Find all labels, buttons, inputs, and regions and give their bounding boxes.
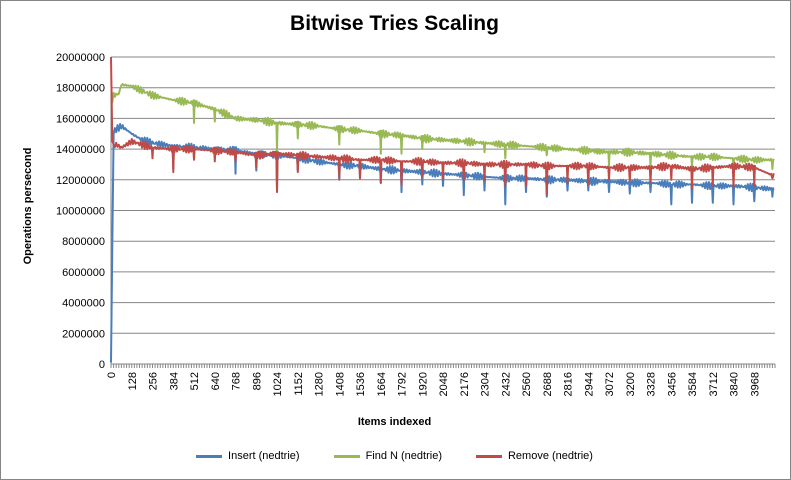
x-tick-label: 2560 (521, 372, 533, 396)
axes (110, 57, 776, 368)
x-tick-label: 896 (251, 372, 263, 390)
series-line (110, 83, 775, 171)
x-tick-label: 768 (231, 372, 243, 390)
y-tick-labels: 0 2000000 4000000 6000000 8000000 10000000 120… (56, 52, 105, 371)
y-tick-label: 2000000 (62, 328, 105, 340)
x-tick-label: 640 (210, 372, 222, 390)
y-tick-label: 16000000 (56, 113, 105, 125)
y-tick-label: 8000000 (62, 236, 105, 248)
legend: Insert (nedtrie) Find N (nedtrie) Remove… (0, 450, 789, 462)
x-tick-label: 2176 (459, 372, 471, 396)
x-tick-label: 2688 (542, 372, 554, 396)
y-tick-label: 12000000 (56, 175, 105, 187)
x-tick-label: 3072 (604, 372, 616, 396)
chart-title: Bitwise Tries Scaling (290, 12, 499, 35)
x-tick-label: 1664 (376, 372, 388, 396)
x-tick-label: 3328 (646, 372, 658, 396)
x-tick-label: 1792 (397, 372, 409, 396)
y-tick-label: 6000000 (62, 267, 105, 279)
x-tick-label: 128 (127, 372, 139, 390)
x-tick-label: 2048 (438, 372, 450, 396)
gridlines (111, 56, 775, 365)
series-line (110, 56, 775, 197)
legend-item-insert: Insert (nedtrie) (196, 450, 300, 462)
x-tick-label: 1152 (293, 372, 305, 396)
y-tick-label: 20000000 (56, 52, 105, 64)
x-tick-labels: 0 128 256 384 512 640 768 896 1024 1152 1280 1408 15… (106, 372, 761, 396)
x-axis-label: Items indexed (357, 416, 432, 428)
x-tick-label: 3200 (625, 372, 637, 396)
x-tick-label: 3456 (666, 372, 678, 396)
x-tick-label: 2432 (500, 372, 512, 396)
legend-swatch-find (333, 454, 360, 458)
x-tick-label: 0 (106, 372, 118, 378)
x-tick-label: 1024 (272, 372, 284, 396)
legend-label-insert: Insert (nedtrie) (228, 450, 300, 462)
x-tick-label: 512 (189, 372, 201, 390)
x-tick-label: 1920 (417, 372, 429, 396)
legend-swatch-insert (196, 454, 223, 458)
x-tick-label: 3840 (729, 372, 741, 396)
y-tick-label: 14000000 (56, 144, 105, 156)
x-tick-label: 3968 (749, 372, 761, 396)
x-tick-label: 256 (148, 372, 160, 390)
legend-label-remove: Remove (nedtrie) (507, 450, 593, 462)
x-tick-label: 1280 (314, 372, 326, 396)
legend-item-find: Find N (nedtrie) (333, 450, 442, 462)
y-tick-label: 0 (99, 359, 105, 371)
x-tick-label: 2944 (583, 372, 595, 396)
x-tick-label: 2816 (563, 372, 575, 396)
x-tick-label: 1408 (334, 372, 346, 396)
y-tick-label: 4000000 (62, 298, 105, 310)
legend-label-find: Find N (nedtrie) (365, 450, 442, 462)
x-tick-label: 2304 (480, 372, 492, 396)
y-tick-label: 10000000 (56, 206, 105, 218)
x-tick-label: 1536 (355, 372, 367, 396)
series-lines (110, 56, 775, 363)
y-tick-label: 18000000 (56, 83, 105, 95)
x-tick-label: 384 (168, 372, 180, 390)
legend-item-remove: Remove (nedtrie) (475, 450, 593, 462)
series-line (110, 123, 775, 363)
x-tick-label: 3584 (687, 372, 699, 396)
legend-swatch-remove (475, 454, 502, 458)
x-tick-label: 3712 (708, 372, 720, 396)
